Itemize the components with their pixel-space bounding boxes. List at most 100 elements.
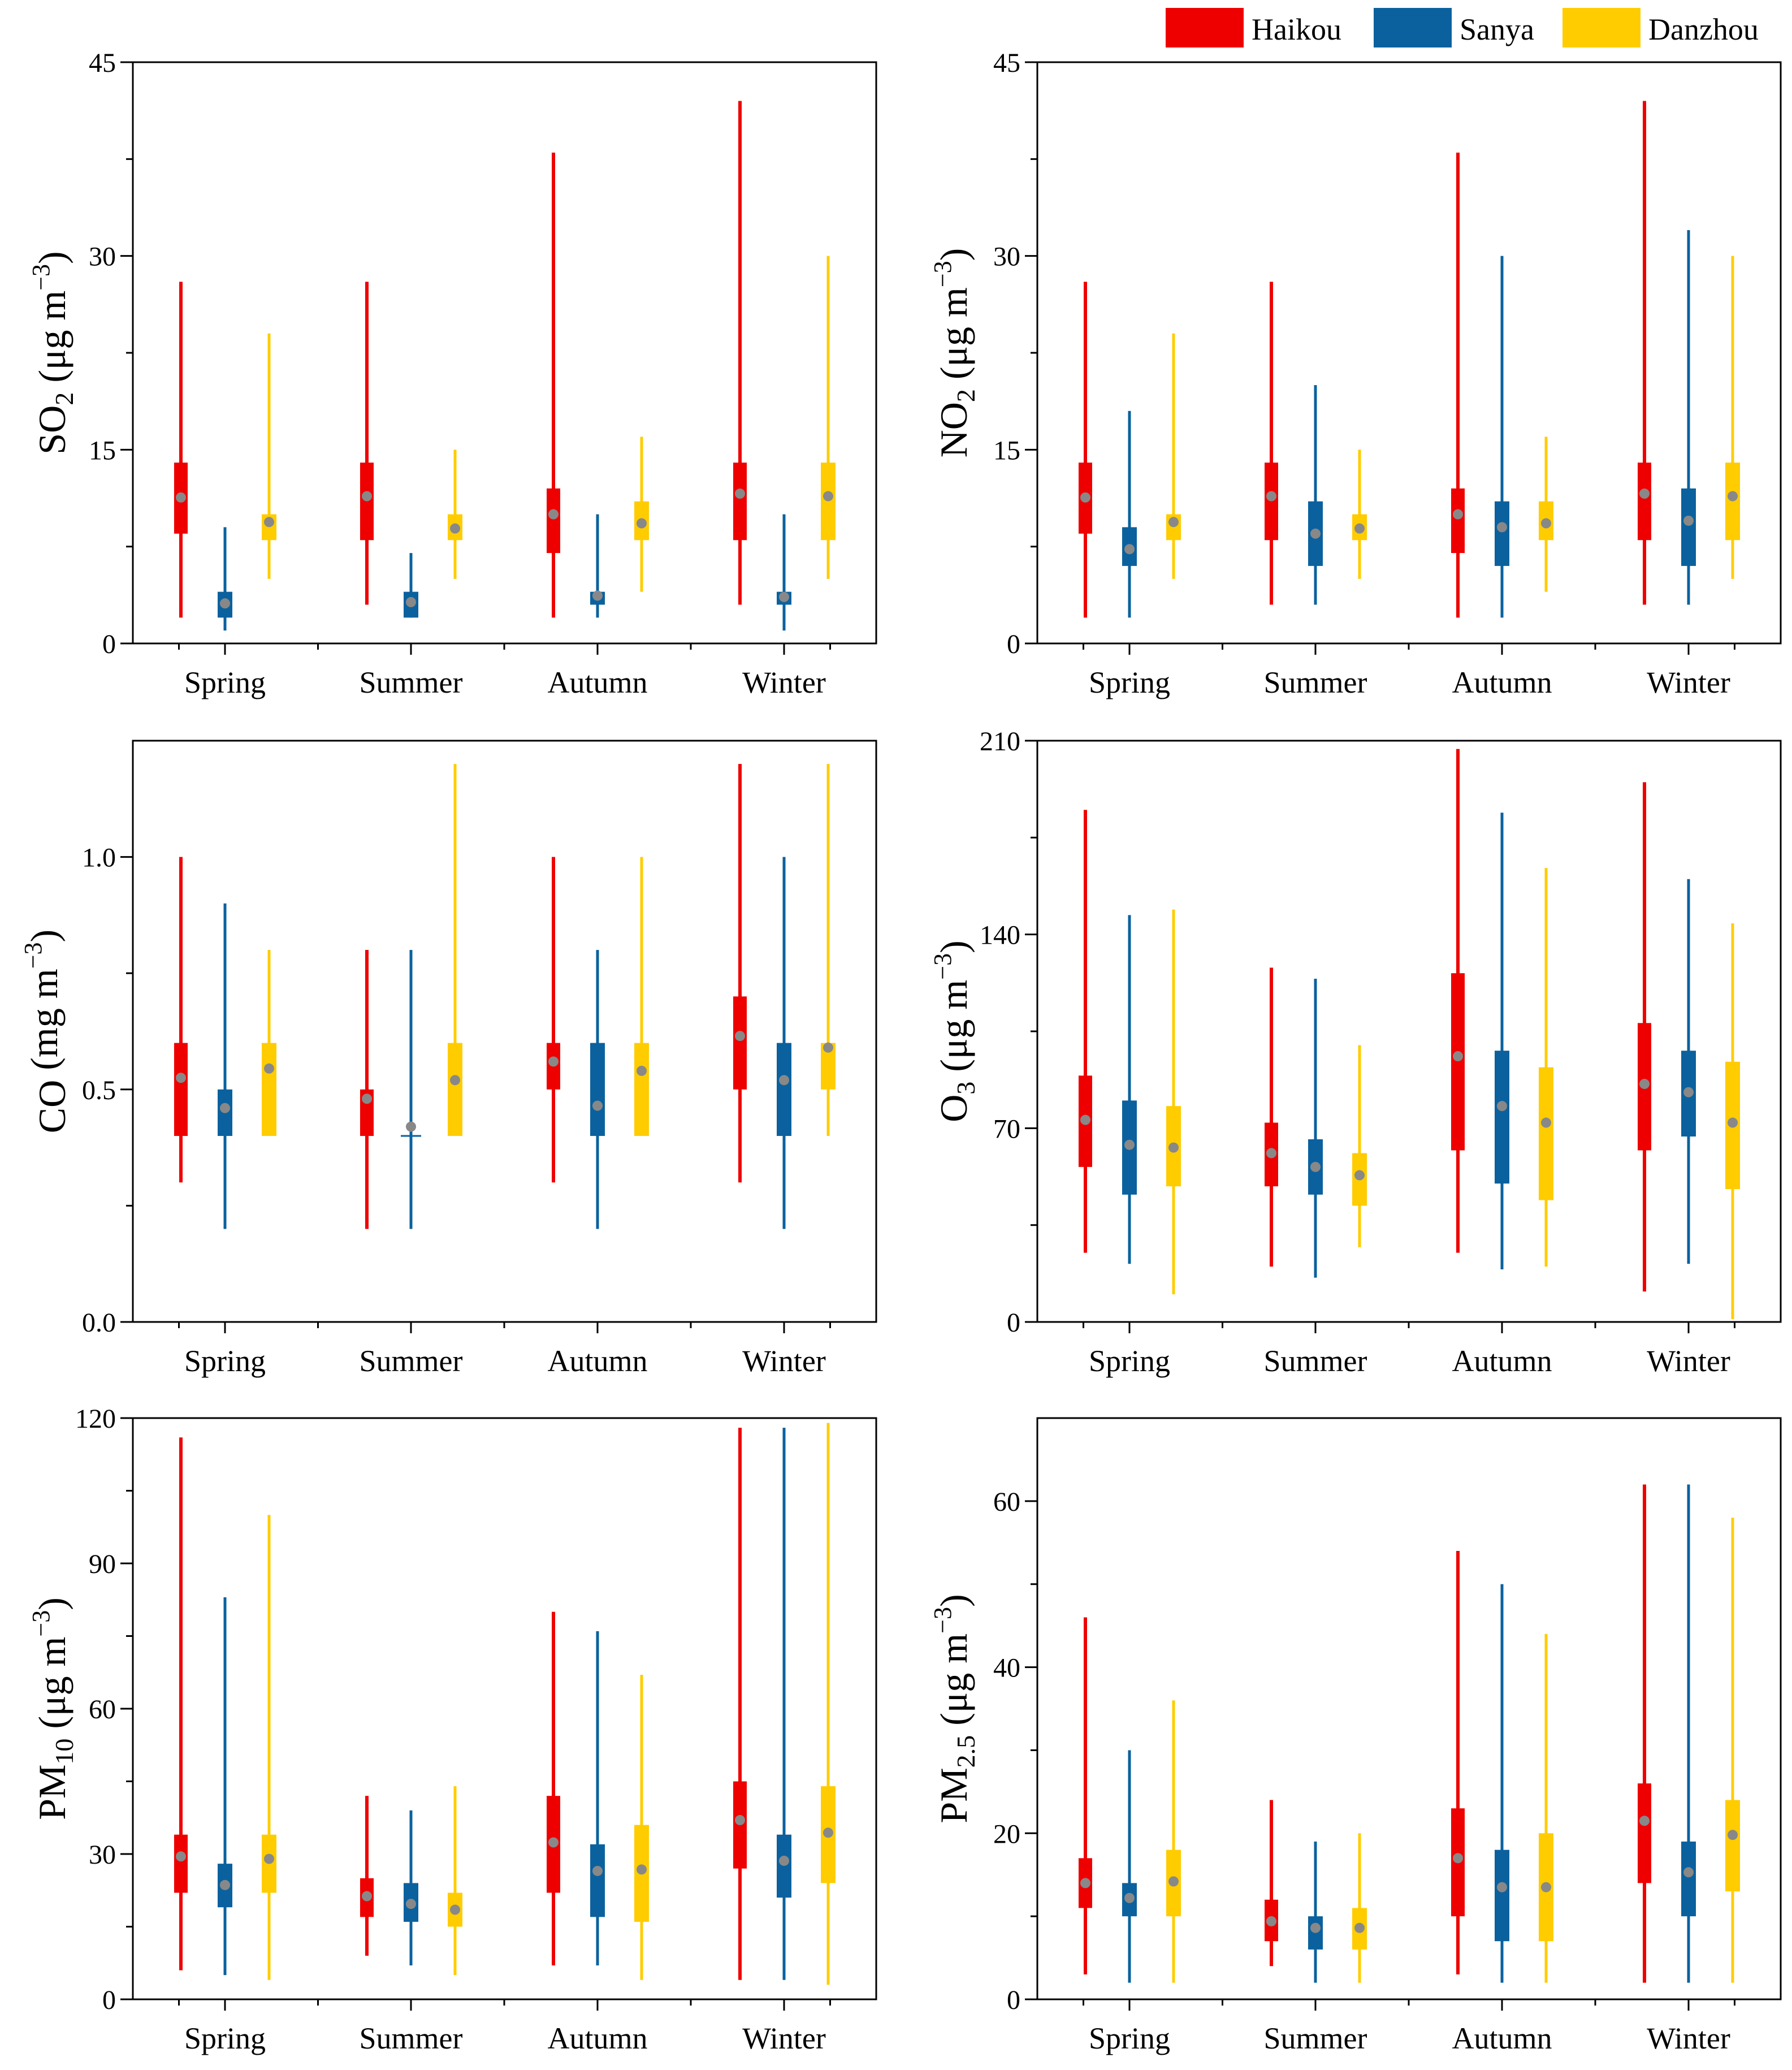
iqr-box	[1451, 973, 1465, 1151]
median-marker	[406, 597, 416, 607]
box-haikou-spring	[174, 857, 188, 1183]
y-axis-label-part: 10	[50, 1739, 79, 1765]
iqr-box	[262, 1043, 276, 1136]
box-danzhou-spring	[1166, 1700, 1181, 1983]
median-marker	[1639, 489, 1650, 499]
y-tick-label: 0	[1007, 1308, 1020, 1338]
box-haikou-summer	[360, 282, 374, 605]
iqr-box	[1495, 1051, 1509, 1184]
median-marker	[1453, 509, 1463, 520]
box-danzhou-winter	[1725, 1518, 1740, 1983]
box-haikou-winter	[1638, 101, 1651, 605]
y-tick-label: 30	[89, 242, 116, 272]
whisker	[1128, 915, 1131, 1264]
iqr-box	[1265, 463, 1278, 541]
box-sanya-winter	[777, 1428, 791, 1980]
y-axis-label-part: )	[932, 248, 975, 261]
y-axis-label-part: )	[932, 940, 975, 953]
iqr-box	[777, 1834, 791, 1898]
y-axis-label: PM10 (μg m−3)	[27, 1597, 79, 1820]
box-danzhou-winter	[1725, 256, 1740, 579]
box-danzhou-autumn	[1539, 437, 1553, 592]
y-axis-label: NO2 (μg m−3)	[929, 248, 980, 458]
median-marker	[176, 492, 186, 503]
whisker	[1500, 813, 1504, 1269]
median-marker	[406, 1899, 416, 1909]
median-marker	[1168, 1876, 1179, 1887]
y-axis-label-part: (μg m	[932, 1633, 975, 1735]
box-danzhou-winter	[1725, 923, 1740, 1320]
whisker	[409, 553, 413, 618]
iqr-box	[547, 488, 560, 554]
median-marker	[592, 1865, 603, 1876]
median-marker	[220, 598, 230, 609]
median-marker	[637, 1864, 647, 1875]
box-haikou-summer	[1265, 282, 1278, 605]
plot-frame	[1036, 1417, 1782, 2000]
box-haikou-autumn	[547, 1611, 560, 1966]
median-marker	[592, 590, 603, 601]
panel-top-left: 0 15 30 45 Spring Summer Autumn Winter SO2 (μg m…	[27, 48, 877, 699]
y-axis-label-part: )	[23, 930, 66, 943]
median-marker	[1683, 515, 1694, 526]
panel-middle-right: 0 70 140 210 Spring Summer Autumn Winter O3 (μg …	[929, 727, 1782, 1378]
y-tick-label: 0	[102, 1985, 116, 2015]
median-marker	[637, 1065, 647, 1076]
x-tick-label: Spring	[184, 2021, 266, 2055]
box-sanya-winter	[1681, 230, 1696, 605]
box-danzhou-summer	[448, 1786, 462, 1976]
median-marker	[1354, 1170, 1365, 1181]
y-axis-label-part: 2	[951, 389, 980, 402]
whisker	[826, 1423, 830, 1985]
median-marker	[1639, 1816, 1650, 1826]
median-marker	[823, 1042, 833, 1053]
box-sanya-autumn	[590, 1631, 605, 1966]
y-tick-label: 45	[89, 48, 116, 78]
box-sanya-spring	[218, 1597, 232, 1976]
box-danzhou-autumn	[634, 437, 649, 592]
median-marker	[1497, 1101, 1507, 1112]
whisker	[1500, 1584, 1504, 1983]
y-tick-label: 15	[89, 435, 116, 465]
whisker	[1643, 1484, 1646, 1983]
median-marker	[176, 1073, 186, 1083]
box-sanya-autumn	[1495, 813, 1509, 1269]
box-haikou-autumn	[1451, 1550, 1465, 1974]
box-haikou-winter	[733, 101, 747, 605]
whisker	[1643, 101, 1646, 605]
whisker	[267, 1515, 271, 1980]
legend-swatch-sanya	[1374, 8, 1452, 47]
whisker	[782, 514, 786, 631]
median-marker	[1453, 1051, 1463, 1062]
box-sanya-spring	[218, 903, 232, 1229]
median-marker	[362, 491, 372, 502]
median-marker	[779, 1855, 789, 1866]
whisker	[179, 1437, 183, 1970]
y-axis-label-part: NO	[932, 402, 975, 457]
y-tick-label: 70	[993, 1114, 1020, 1144]
median-marker	[450, 523, 460, 534]
whisker	[453, 1786, 457, 1976]
x-tick-label: Winter	[742, 2021, 826, 2055]
whisker	[365, 282, 369, 605]
y-axis-label-part: (μg m	[31, 291, 73, 392]
median-marker	[176, 1851, 186, 1862]
panel-bottom-right: 0 20 40 60 Spring Summer Autumn Winter PM2.5 (μg…	[929, 1417, 1782, 2055]
y-axis-label-part: 2	[50, 392, 79, 405]
whisker	[552, 1611, 555, 1966]
box-danzhou-autumn	[634, 857, 649, 1136]
y-tick-label: 0.5	[82, 1075, 116, 1105]
median-marker	[1266, 1148, 1276, 1159]
iqr-box	[1725, 463, 1740, 541]
box-haikou-autumn	[547, 152, 560, 618]
median-marker	[1728, 491, 1738, 502]
box-danzhou-spring	[262, 950, 276, 1136]
y-axis-label-part: CO	[31, 1080, 73, 1133]
legend-label-haikou: Haikou	[1252, 12, 1341, 46]
whisker	[267, 950, 271, 1136]
whisker	[1314, 385, 1317, 605]
y-tick-label: 30	[89, 1840, 116, 1870]
box-sanya-spring	[1122, 1750, 1137, 1983]
iqr-box	[590, 1043, 605, 1136]
